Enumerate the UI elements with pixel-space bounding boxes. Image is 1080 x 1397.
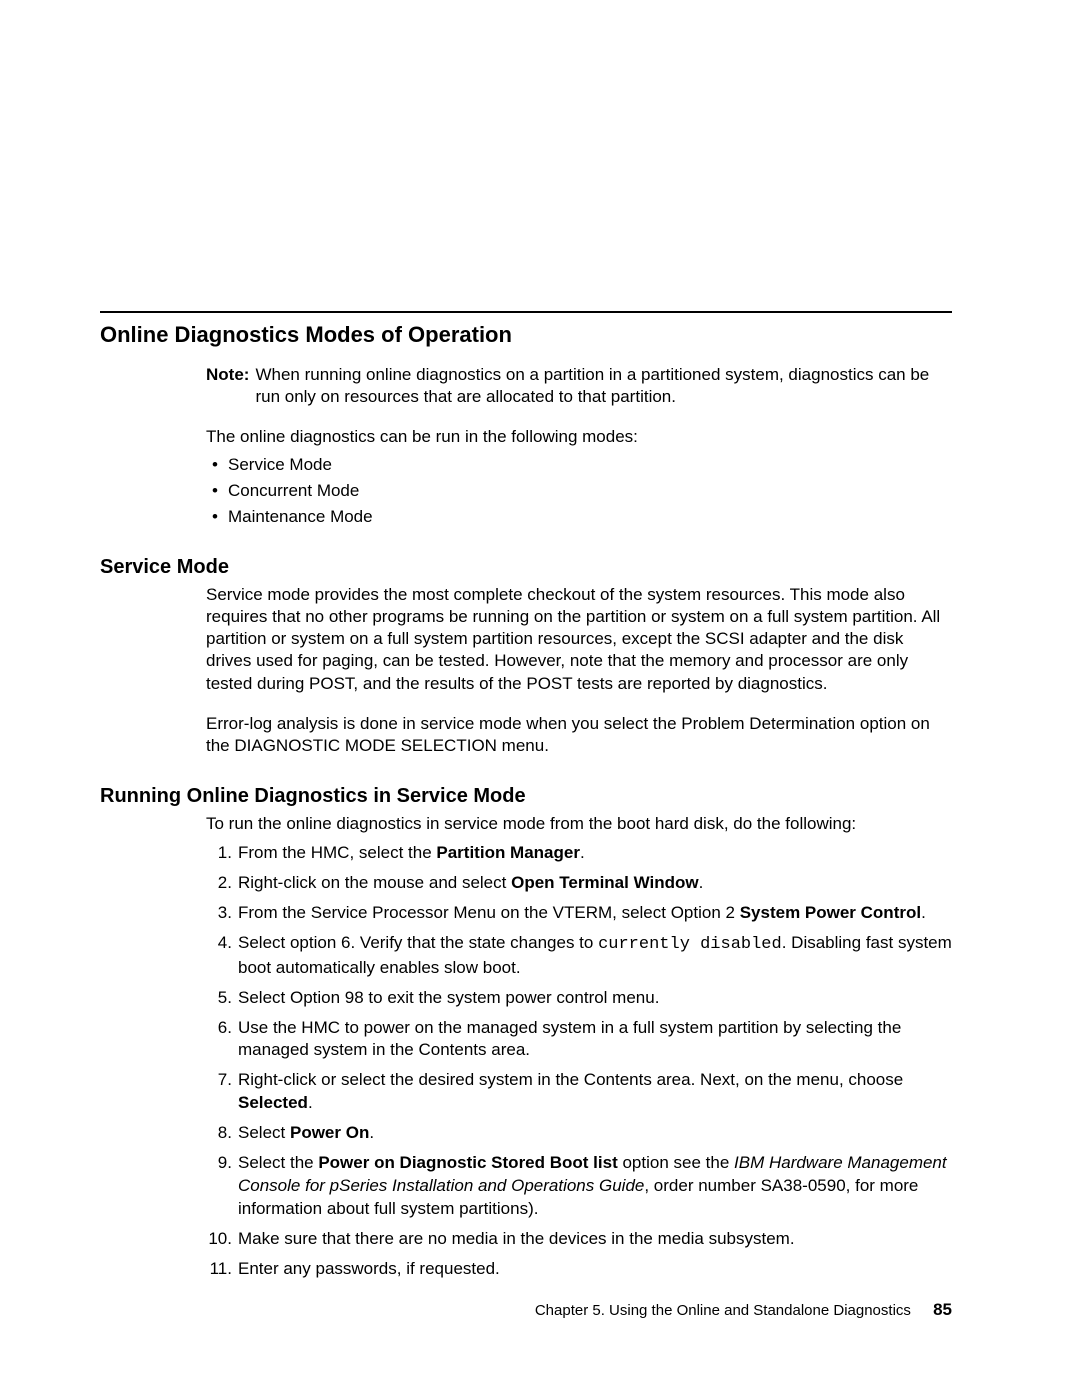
text: Use the HMC to power on the managed syst… [238, 1018, 901, 1060]
bullet-item: Maintenance Mode [206, 506, 952, 528]
bullet-item: Concurrent Mode [206, 480, 952, 502]
text: From the HMC, select the [238, 843, 436, 862]
text: Select [238, 1123, 290, 1142]
step-item: Select the Power on Diagnostic Stored Bo… [206, 1152, 952, 1221]
text: Select option 6. Verify that the state c… [238, 933, 598, 952]
step-list: From the HMC, select the Partition Manag… [206, 842, 952, 1281]
text: . [580, 843, 585, 862]
step-item: Select option 6. Verify that the state c… [206, 932, 952, 980]
mode-bullet-list: Service Mode Concurrent Mode Maintenance… [206, 454, 952, 528]
mono-text: currently disabled [598, 935, 782, 954]
heading-running: Running Online Diagnostics in Service Mo… [100, 783, 952, 809]
step-item: From the HMC, select the Partition Manag… [206, 842, 952, 865]
intro-block: Note: When running online diagnostics on… [206, 364, 952, 529]
step-item: Enter any passwords, if requested. [206, 1258, 952, 1281]
bold-text: Power on Diagnostic Stored Boot list [318, 1153, 617, 1172]
paragraph: Service mode provides the most complete … [206, 584, 952, 694]
text: Make sure that there are no media in the… [238, 1229, 795, 1248]
bullet-item: Service Mode [206, 454, 952, 476]
section-rule [100, 311, 952, 313]
footer-page-number: 85 [933, 1300, 952, 1319]
note: Note: When running online diagnostics on… [206, 364, 952, 408]
bold-text: Selected [238, 1093, 308, 1112]
bold-text: System Power Control [740, 903, 921, 922]
service-mode-body: Service mode provides the most complete … [206, 584, 952, 757]
text: Right-click or select the desired system… [238, 1070, 903, 1089]
section-running: Running Online Diagnostics in Service Mo… [100, 783, 952, 1281]
heading-service-mode: Service Mode [100, 554, 952, 580]
running-intro: To run the online diagnostics in service… [206, 813, 952, 835]
text: . [369, 1123, 374, 1142]
bold-text: Partition Manager [436, 843, 580, 862]
note-label: Note: [206, 364, 249, 408]
step-item: Right-click on the mouse and select Open… [206, 872, 952, 895]
note-text: When running online diagnostics on a par… [255, 364, 952, 408]
footer-chapter: Chapter 5. Using the Online and Standalo… [535, 1302, 911, 1319]
text: . [308, 1093, 313, 1112]
text: . [699, 873, 704, 892]
text: Enter any passwords, if requested. [238, 1259, 500, 1278]
step-item: Right-click or select the desired system… [206, 1069, 952, 1115]
step-item: From the Service Processor Menu on the V… [206, 902, 952, 925]
step-item: Make sure that there are no media in the… [206, 1228, 952, 1251]
heading-main: Online Diagnostics Modes of Operation [100, 321, 952, 350]
text: Right-click on the mouse and select [238, 873, 511, 892]
text: Select Option 98 to exit the system powe… [238, 988, 659, 1007]
step-item: Select Option 98 to exit the system powe… [206, 987, 952, 1010]
text: From the Service Processor Menu on the V… [238, 903, 740, 922]
text: Select the [238, 1153, 318, 1172]
content-area: Online Diagnostics Modes of Operation No… [100, 311, 952, 1288]
text: . [921, 903, 926, 922]
section-service-mode: Service Mode Service mode provides the m… [100, 554, 952, 757]
running-body: To run the online diagnostics in service… [206, 813, 952, 1281]
step-item: Select Power On. [206, 1122, 952, 1145]
page-footer: Chapter 5. Using the Online and Standalo… [0, 1299, 952, 1321]
paragraph: Error-log analysis is done in service mo… [206, 713, 952, 757]
bold-text: Power On [290, 1123, 369, 1142]
text: option see the [618, 1153, 734, 1172]
step-item: Use the HMC to power on the managed syst… [206, 1017, 952, 1063]
document-page: Online Diagnostics Modes of Operation No… [0, 0, 1080, 1397]
intro-text: The online diagnostics can be run in the… [206, 426, 952, 448]
bold-text: Open Terminal Window [511, 873, 698, 892]
